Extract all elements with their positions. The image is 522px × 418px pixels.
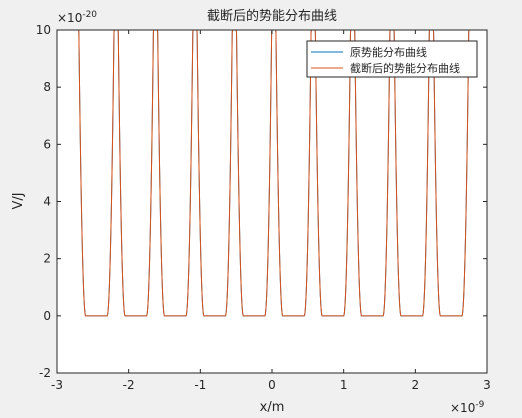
- legend-label-truncated: 截断后的势能分布曲线: [350, 61, 460, 75]
- y-tick-label: 4: [43, 195, 51, 209]
- x-exponent-base: ×10: [450, 401, 475, 415]
- y-exponent-base: ×10: [57, 11, 82, 25]
- y-tick-label: 8: [43, 80, 51, 94]
- legend-label-original: 原势能分布曲线: [350, 45, 427, 59]
- y-tick-label: 6: [43, 137, 51, 151]
- y-tick-label: 2: [43, 252, 51, 266]
- x-exponent-power: -9: [475, 400, 484, 410]
- x-tick-label: 1: [340, 378, 348, 392]
- x-axis-ticks: -3 -2 -1 0 1 2 3: [51, 30, 491, 392]
- x-tick-label: -3: [51, 378, 63, 392]
- plot-area: [57, 30, 487, 373]
- x-tick-label: -2: [123, 378, 135, 392]
- y-tick-label: 10: [36, 23, 51, 37]
- y-exponent-label: ×10-20: [57, 10, 97, 25]
- y-axis-ticks: -2 0 2 4 6 8 10: [36, 23, 487, 380]
- y-axis-label: V/J: [11, 192, 26, 209]
- x-tick-label: -1: [194, 378, 206, 392]
- legend-box: [306, 40, 478, 78]
- x-tick-label: 3: [483, 378, 491, 392]
- legend[interactable]: 原势能分布曲线 截断后的势能分布曲线: [306, 40, 478, 78]
- x-exponent-label: ×10-9: [450, 400, 485, 415]
- x-axis-label: x/m: [260, 400, 285, 415]
- x-tick-label: 2: [412, 378, 420, 392]
- x-tick-label: 0: [268, 378, 276, 392]
- y-exponent-power: -20: [82, 10, 97, 20]
- chart-title: 截断后的势能分布曲线: [207, 8, 337, 24]
- y-tick-label: 0: [43, 309, 51, 323]
- y-tick-label: -2: [39, 366, 51, 380]
